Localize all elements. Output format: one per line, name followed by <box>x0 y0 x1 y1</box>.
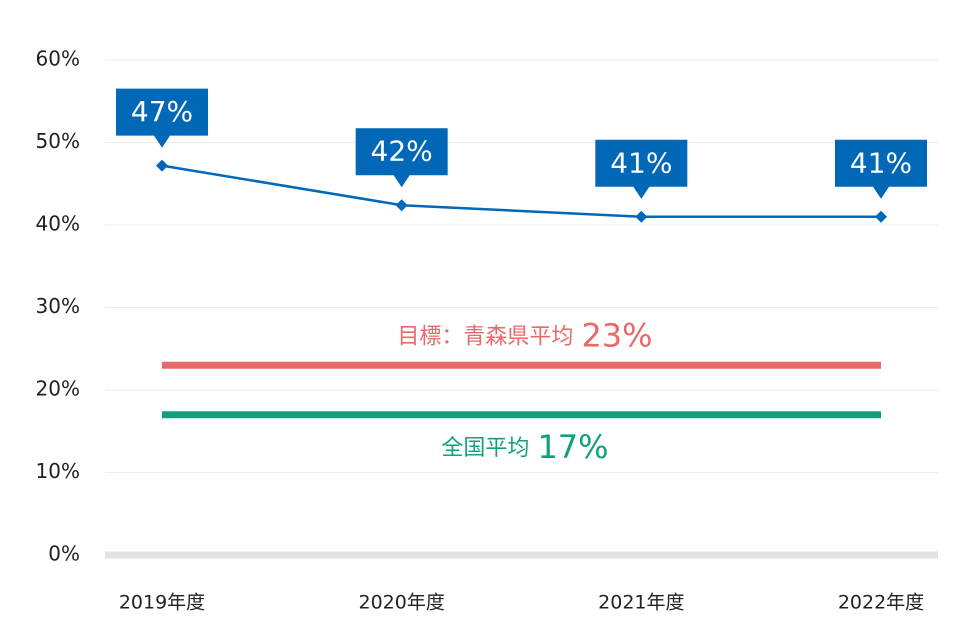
reference-value: 17% <box>537 428 608 466</box>
callout <box>595 139 688 199</box>
point <box>875 210 887 223</box>
callout <box>116 88 208 148</box>
y-tick-label: 60% <box>36 47 80 71</box>
reference-value: 23% <box>581 316 652 354</box>
y-tick-label: 40% <box>36 212 80 236</box>
callout <box>355 128 448 188</box>
y-tick-label: 30% <box>36 294 80 318</box>
x-tick-label: 2022年度 <box>838 592 924 614</box>
line <box>161 164 881 218</box>
x-tick-label: 2020年度 <box>358 592 444 614</box>
y-tick-label: 50% <box>36 129 80 153</box>
x-tick-label: 2019年度 <box>119 592 205 614</box>
callout <box>835 139 927 199</box>
y-tick-label: 0% <box>48 542 80 566</box>
point <box>635 210 648 223</box>
reference-label: 目標：青森県平均 23% <box>397 316 652 354</box>
reference-label: 全国平均 17% <box>441 428 608 466</box>
data-label: 41% <box>610 146 672 179</box>
reference-name: 全国平均 <box>441 436 529 461</box>
y-tick-label: 20% <box>36 377 80 401</box>
data-label: 41% <box>850 146 912 179</box>
point <box>156 159 168 172</box>
y-tick-label: 10% <box>36 459 80 483</box>
reference-name: 目標：青森県平均 <box>397 324 573 349</box>
x-tick-label: 2021年度 <box>598 592 684 614</box>
point <box>395 199 408 212</box>
data-label: 47% <box>131 95 193 128</box>
data-label: 42% <box>371 135 433 168</box>
